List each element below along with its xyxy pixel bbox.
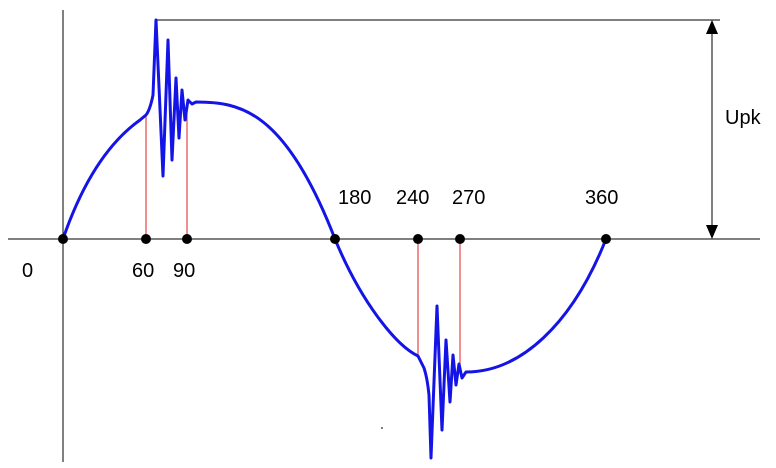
point-360	[601, 234, 611, 244]
point-60	[141, 234, 151, 244]
tick-label-270: 270	[452, 187, 485, 209]
tick-label-90: 90	[173, 260, 195, 282]
point-180	[330, 234, 340, 244]
point-90	[182, 234, 192, 244]
upk-arrow-head-bottom	[706, 225, 718, 239]
point-240	[413, 234, 423, 244]
tick-label-240: 240	[396, 187, 429, 209]
tick-label-0: 0	[22, 260, 33, 282]
point-0	[58, 234, 68, 244]
point-270	[455, 234, 465, 244]
upk-arrow-head-top	[706, 20, 718, 34]
tick-label-60: 60	[132, 260, 154, 282]
tick-label-180: 180	[338, 187, 371, 209]
upk-label: Upk	[725, 107, 762, 129]
tick-label-360: 360	[585, 187, 618, 209]
